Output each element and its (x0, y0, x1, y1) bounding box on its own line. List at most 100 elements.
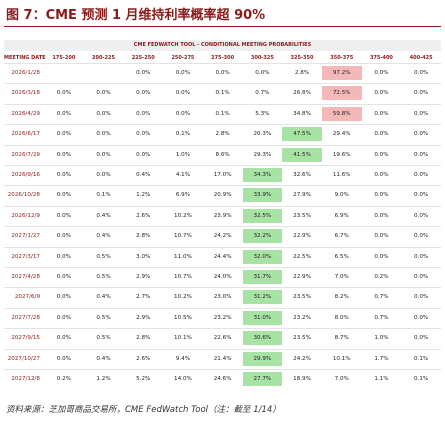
probability-cell: 0.5% (96, 335, 111, 342)
probability-cell: 0.0% (374, 253, 389, 260)
meeting-date: 2027/7/28 (11, 314, 40, 321)
probability-cell: 0.4% (96, 212, 111, 219)
row-divider (4, 348, 441, 350)
probability-cell: 24.0% (213, 274, 232, 280)
column-header: 250-275 (171, 55, 195, 61)
probability-cell: 0.0% (136, 151, 151, 158)
probability-cell: 18.9% (293, 376, 311, 382)
source-note: 资料来源：芝加哥商品交易所，CME FedWatch Tool（注：截至 1/1… (6, 405, 281, 415)
probability-cell: 9.4% (175, 355, 191, 362)
meeting-date: 2026/9/16 (11, 172, 40, 178)
probability-cell: 0.0% (136, 110, 151, 117)
row-divider (4, 246, 441, 248)
probability-cell: 32.0% (242, 249, 283, 264)
probability-cell: 0.7% (374, 314, 389, 321)
probability-cell: 11.6% (332, 172, 351, 178)
probability-cell: 32.2% (242, 229, 283, 244)
probability-cell: 33.9% (242, 188, 283, 203)
row-divider (4, 124, 441, 126)
probability-cell: 24.4% (213, 253, 232, 260)
probability-cell: 0.0% (255, 70, 270, 76)
probability-cell: 0.0% (414, 314, 429, 321)
probability-cell: 8.0% (334, 314, 349, 321)
probability-cell: 0.0% (374, 192, 389, 199)
probability-cell: 2.7% (136, 294, 151, 301)
probability-cell: 2.9% (136, 274, 151, 280)
probability-cell: 0.0% (374, 233, 389, 240)
probability-cell: 97.2% (321, 66, 362, 80)
probability-cell: 22.6% (213, 335, 232, 342)
probability-cell: 6.7% (334, 233, 349, 240)
probability-cell: 0.0% (56, 212, 71, 219)
column-header: 300-325 (250, 55, 274, 61)
probability-cell: 0.0% (56, 335, 71, 342)
probability-cell: 0.0% (414, 294, 429, 301)
probability-cell: 0.0% (414, 90, 429, 97)
probability-cell: 2.8% (294, 70, 310, 76)
probability-cell: 0.0% (56, 233, 71, 240)
probability-cell: 6.5% (334, 253, 349, 260)
probability-cell: 7.0% (334, 376, 349, 382)
row-divider (4, 83, 441, 85)
probability-cell: 31.7% (242, 270, 283, 284)
probability-cell: 0.0% (56, 110, 71, 117)
probability-cell: 34.8% (293, 110, 311, 117)
probability-cell: 0.0% (96, 172, 111, 178)
probability-cell: 10.7% (174, 274, 192, 280)
probability-cell: 0.0% (374, 90, 389, 97)
probability-cell: 22.9% (293, 274, 311, 280)
probability-cell: 0.0% (414, 192, 429, 199)
probability-cell: 29.3% (253, 151, 272, 158)
probability-cell: 2.8% (215, 131, 230, 138)
probability-cell: 32.5% (242, 208, 283, 223)
meeting-date: 2026/12/9 (11, 212, 40, 219)
probability-cell: 23.9% (213, 212, 232, 219)
probability-cell: 2.8% (136, 335, 151, 342)
probability-cell: 0.0% (56, 274, 71, 280)
row-divider (4, 369, 441, 370)
probability-cell: 30.6% (242, 331, 283, 346)
column-header: 175-200 (52, 55, 76, 61)
probability-cell: 10.2% (174, 294, 192, 301)
meeting-date: 2026/3/18 (11, 90, 40, 97)
probability-cell: 8.2% (334, 294, 349, 301)
probability-cell: 0.0% (414, 131, 429, 138)
probability-cell: 14.0% (174, 376, 192, 382)
probability-cell: 8.6% (215, 151, 230, 158)
row-divider (4, 103, 441, 105)
row-divider (4, 287, 441, 289)
probability-cell: 0.7% (374, 294, 389, 301)
row-divider (4, 144, 441, 146)
probability-cell: 10.2% (174, 212, 192, 219)
meeting-date: 2027/3/17 (11, 253, 40, 260)
probability-cell: 0.0% (374, 70, 389, 76)
probability-cell: 0.5% (96, 253, 111, 260)
probability-cell: 1.0% (374, 335, 389, 342)
probability-cell: 1.1% (374, 376, 389, 382)
probability-cell: 0.0% (414, 274, 429, 280)
probability-cell: 0.4% (96, 294, 111, 301)
probability-cell: 0.4% (96, 355, 111, 362)
probability-cell: 0.0% (414, 253, 429, 260)
probability-cell: 0.4% (136, 172, 151, 178)
probability-cell: 0.0% (56, 172, 71, 178)
probability-cell: 0.0% (56, 294, 71, 301)
probability-cell: 34.3% (242, 168, 283, 182)
meeting-date: 2027/6/9 (14, 294, 40, 301)
column-header: 325-350 (290, 55, 314, 61)
probability-cell: 0.0% (96, 90, 111, 97)
meeting-date: 2027/4/28 (11, 274, 40, 280)
title: 图 7：CME 预测 1 月维持利率概率超 90% (6, 8, 266, 23)
probability-cell: 0.1% (414, 376, 429, 382)
probability-cell: 0.0% (56, 192, 71, 199)
probability-cell: 1.2% (136, 192, 151, 199)
probability-cell: 1.0% (175, 151, 191, 158)
probability-cell: 0.2% (56, 376, 71, 382)
probability-cell: 23.0% (213, 294, 232, 301)
row-divider (4, 185, 441, 187)
probability-cell: 2.6% (136, 212, 151, 219)
probability-cell: 0.0% (96, 151, 111, 158)
probability-cell: 0.4% (96, 233, 111, 240)
probability-cell: 0.0% (56, 131, 71, 138)
column-header: 225-250 (131, 55, 155, 61)
